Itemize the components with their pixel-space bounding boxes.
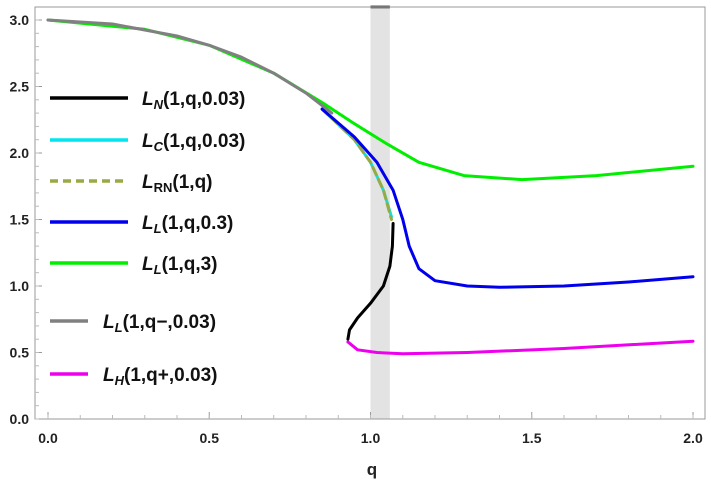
legend: LN(1,q,0.03) LC(1,q,0.03) LRN(1,q) LL(1,q,0…	[50, 89, 245, 388]
legend-label-6: LH(1,q+,0.03)	[103, 365, 217, 388]
y-tick-label: 0.5	[10, 345, 30, 361]
series-line-6	[346, 339, 695, 356]
legend-label-3: LL(1,q,0.3)	[142, 213, 233, 236]
x-tick-label: 2.0	[683, 430, 703, 446]
legend-label-1: LC(1,q,0.03)	[142, 131, 245, 154]
y-tick-label: 1.5	[10, 212, 30, 228]
series-line-0	[346, 222, 395, 341]
y-tick-label: 3.0	[10, 12, 30, 28]
series-lines	[46, 18, 695, 356]
x-tick-label: 1.0	[361, 430, 381, 446]
legend-label-2: LRN(1,q)	[142, 172, 213, 195]
shaded-band	[370, 5, 390, 419]
plot-frame	[34, 5, 706, 420]
series-line-3	[320, 107, 695, 289]
series-line-5	[46, 18, 334, 115]
legend-label-0: LN(1,q,0.03)	[142, 89, 245, 112]
legend-label-5: LL(1,q−,0.03)	[103, 312, 216, 335]
y-tick-label: 2.0	[10, 145, 30, 161]
x-axis-label: q	[367, 460, 377, 479]
x-tick-label: 0.0	[38, 430, 58, 446]
y-tick-label: 1.0	[10, 278, 30, 294]
y-tick-label: 2.5	[10, 79, 30, 95]
x-tick-label: 1.5	[522, 430, 542, 446]
legend-label-4: LL(1,q,3)	[142, 254, 218, 277]
frame-box	[34, 6, 706, 420]
axis-ticks: 0.0 0.5 1.0 1.5 2.0 0.0 0.5 1.0 1.5 2.0 2.5 3.0	[10, 12, 703, 446]
y-tick-label: 0.0	[10, 411, 30, 427]
x-tick-label: 0.5	[200, 430, 220, 446]
